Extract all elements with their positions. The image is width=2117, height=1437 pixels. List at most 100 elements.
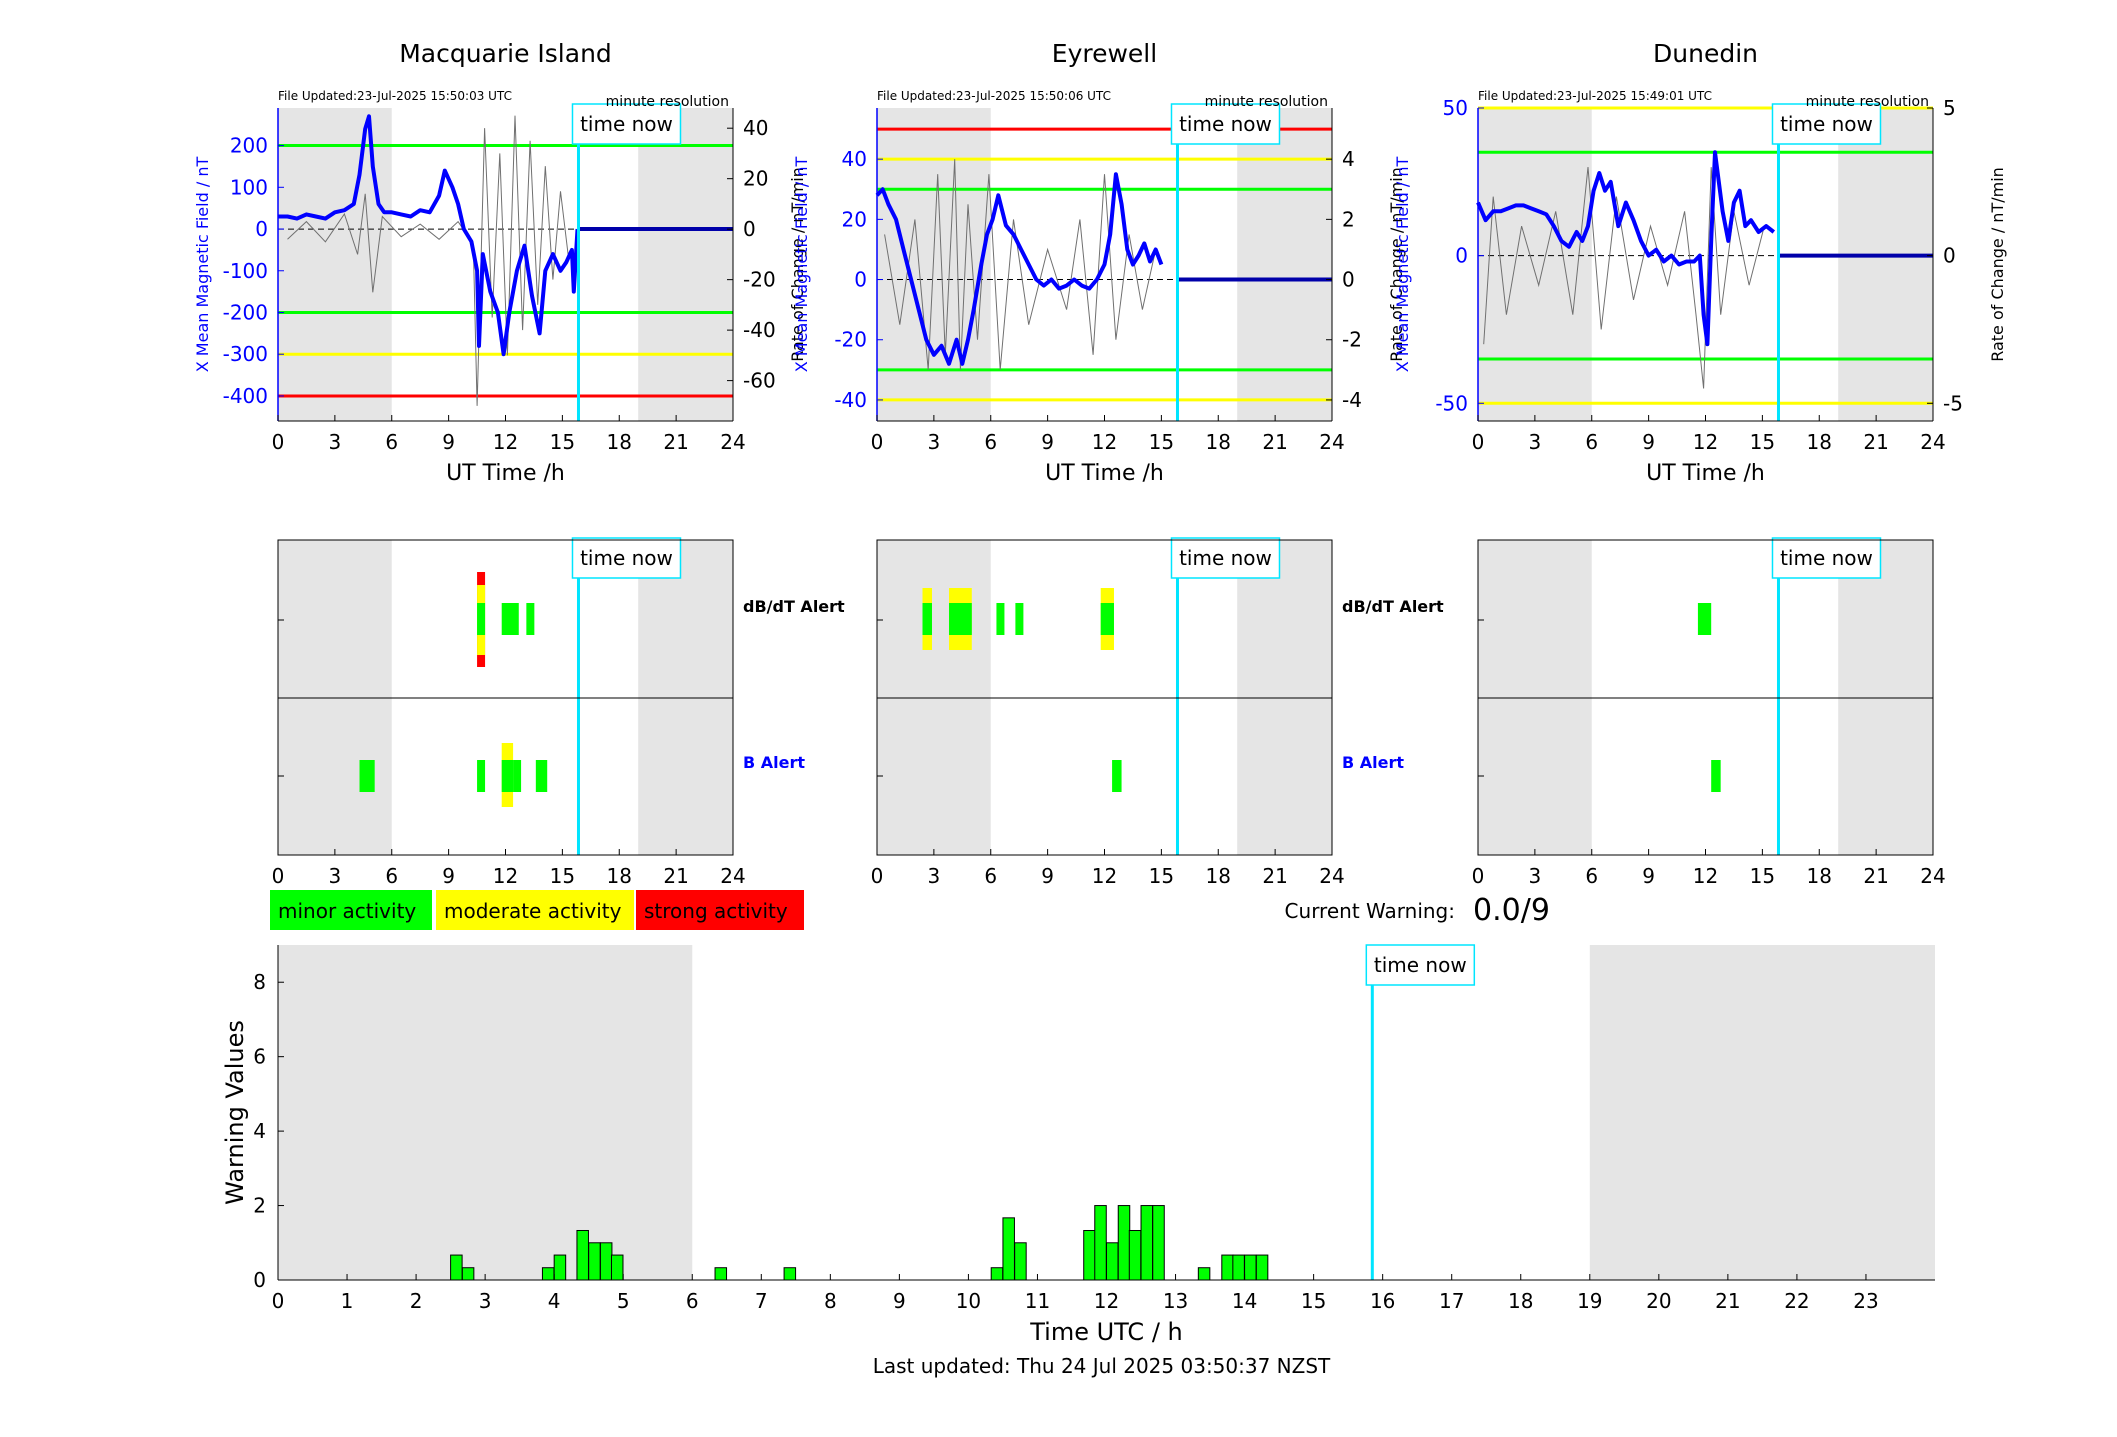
y-tick-label: 0 [255, 217, 268, 241]
x-tick-label: 21 [1262, 430, 1287, 454]
x-tick-label: 20 [1646, 1289, 1671, 1313]
warning-bar [1083, 1229, 1096, 1281]
rate-of-change-series [1483, 167, 1765, 389]
x-tick-label: 23 [1853, 1289, 1878, 1313]
resolution-text: minute resolution [606, 94, 729, 110]
b-alert-minor [477, 760, 486, 792]
y-tick-label: 50 [1443, 96, 1468, 120]
y2-tick-label: 0 [1342, 268, 1355, 292]
x-tick-label: 18 [1206, 430, 1231, 454]
x-tick-label: 21 [1715, 1289, 1740, 1313]
warning-bar [1094, 1205, 1107, 1281]
resolution-text: minute resolution [1806, 94, 1929, 110]
x-tick-label: 0 [272, 1289, 285, 1313]
b-alert-minor [535, 760, 548, 792]
b-alert-minor [501, 760, 514, 792]
file-updated-text: File Updated:23-Jul-2025 15:50:03 UTC [278, 89, 512, 103]
warning-bar [553, 1254, 567, 1281]
y2-tick-label: 2 [1342, 207, 1355, 231]
x-tick-label: 6 [686, 1289, 699, 1313]
dbdt-alert-minor [1697, 603, 1712, 635]
resolution-text: minute resolution [1205, 94, 1328, 110]
warning-bar [576, 1229, 589, 1281]
warning-bar [461, 1267, 475, 1281]
x-tick-label: 12 [1092, 864, 1117, 888]
x-tick-label: 3 [479, 1289, 492, 1313]
y2-tick-label: -5 [1943, 391, 1963, 415]
x-tick-label: 3 [329, 430, 342, 454]
x-tick-label: 1 [341, 1289, 354, 1313]
night-shading [1589, 945, 1935, 1280]
warning-bar [1221, 1254, 1234, 1281]
x-axis-label: UT Time /h [446, 461, 565, 486]
x-tick-label: 4 [548, 1289, 561, 1313]
legend-strong-swatch [636, 890, 804, 930]
rate-of-change-series [287, 115, 569, 406]
field-series [278, 114, 580, 357]
x-tick-label: 15 [1750, 864, 1775, 888]
x-tick-label: 21 [1863, 864, 1888, 888]
x-tick-label: 16 [1370, 1289, 1395, 1313]
warning-bar [541, 1267, 555, 1281]
y-tick-label: 0 [1455, 244, 1468, 268]
x-tick-label: 15 [550, 430, 575, 454]
x-tick-label: 6 [1585, 864, 1598, 888]
warning-bar [1128, 1229, 1142, 1281]
time-now-label: time now [1780, 112, 1873, 136]
legend-strong-label: strong activity [644, 899, 788, 923]
x-tick-label: 12 [493, 864, 518, 888]
y2-tick-label: -20 [743, 268, 776, 292]
x-tick-label: 7 [755, 1289, 768, 1313]
x-tick-label: 0 [272, 864, 285, 888]
station-title: Macquarie Island [399, 39, 612, 68]
rate-of-change-series [884, 159, 1157, 370]
y2-tick-label: 5 [1943, 96, 1956, 120]
time-now-label: time now [1179, 546, 1272, 570]
x-tick-label: 13 [1163, 1289, 1188, 1313]
y-tick-label: 6 [253, 1045, 266, 1069]
y-tick-label: 2 [253, 1194, 266, 1218]
alert-panel-3: time now 0 3 6 9 12 15 18 21 24 [1472, 537, 1946, 888]
b-alert-minor [1711, 760, 1721, 792]
y-tick-label: 0 [253, 1268, 266, 1292]
x-tick-label: 24 [1319, 430, 1344, 454]
station-title: Dunedin [1653, 39, 1758, 68]
dbdt-alert-minor [501, 603, 519, 635]
dbdt-alert-label: dB/dT Alert [1342, 597, 1444, 616]
warning-bar [1140, 1205, 1154, 1281]
y-tick-label: 20 [842, 207, 867, 231]
warning-bar [1117, 1205, 1131, 1281]
x-tick-label: 6 [385, 864, 398, 888]
x-tick-label: 22 [1784, 1289, 1809, 1313]
b-alert-label: B Alert [743, 753, 805, 772]
x-tick-label: 3 [928, 430, 941, 454]
x-tick-label: 18 [1206, 864, 1231, 888]
x-tick-label: 10 [956, 1289, 981, 1313]
legend-minor-swatch [270, 890, 432, 930]
x-tick-label: 18 [607, 864, 632, 888]
x-tick-label: 3 [928, 864, 941, 888]
warning-bar [1106, 1242, 1119, 1281]
x-tick-label: 12 [1693, 430, 1718, 454]
x-tick-label: 0 [1472, 430, 1485, 454]
x-tick-label: 6 [385, 430, 398, 454]
y-tick-label: 4 [253, 1119, 266, 1143]
x-tick-label: 9 [1041, 864, 1054, 888]
warning-bar [783, 1267, 797, 1281]
y-tick-label: 100 [230, 175, 268, 199]
y2-tick-label: 4 [1342, 147, 1355, 171]
dbdt-alert-minor [526, 603, 535, 635]
y-tick-label: -50 [1435, 391, 1468, 415]
time-now-box [1170, 537, 1281, 579]
x-tick-label: 9 [1642, 864, 1655, 888]
legend-moderate-swatch [436, 890, 634, 930]
x-tick-label: 12 [1693, 864, 1718, 888]
b-alert-minor [1112, 760, 1122, 792]
dbdt-alert-minor [922, 603, 932, 635]
x-tick-label: 21 [663, 864, 688, 888]
x-tick-label: 6 [1585, 430, 1598, 454]
x-tick-label: 11 [1025, 1289, 1050, 1313]
y2-tick-label: -2 [1342, 328, 1362, 352]
y-tick-label: 200 [230, 134, 268, 158]
